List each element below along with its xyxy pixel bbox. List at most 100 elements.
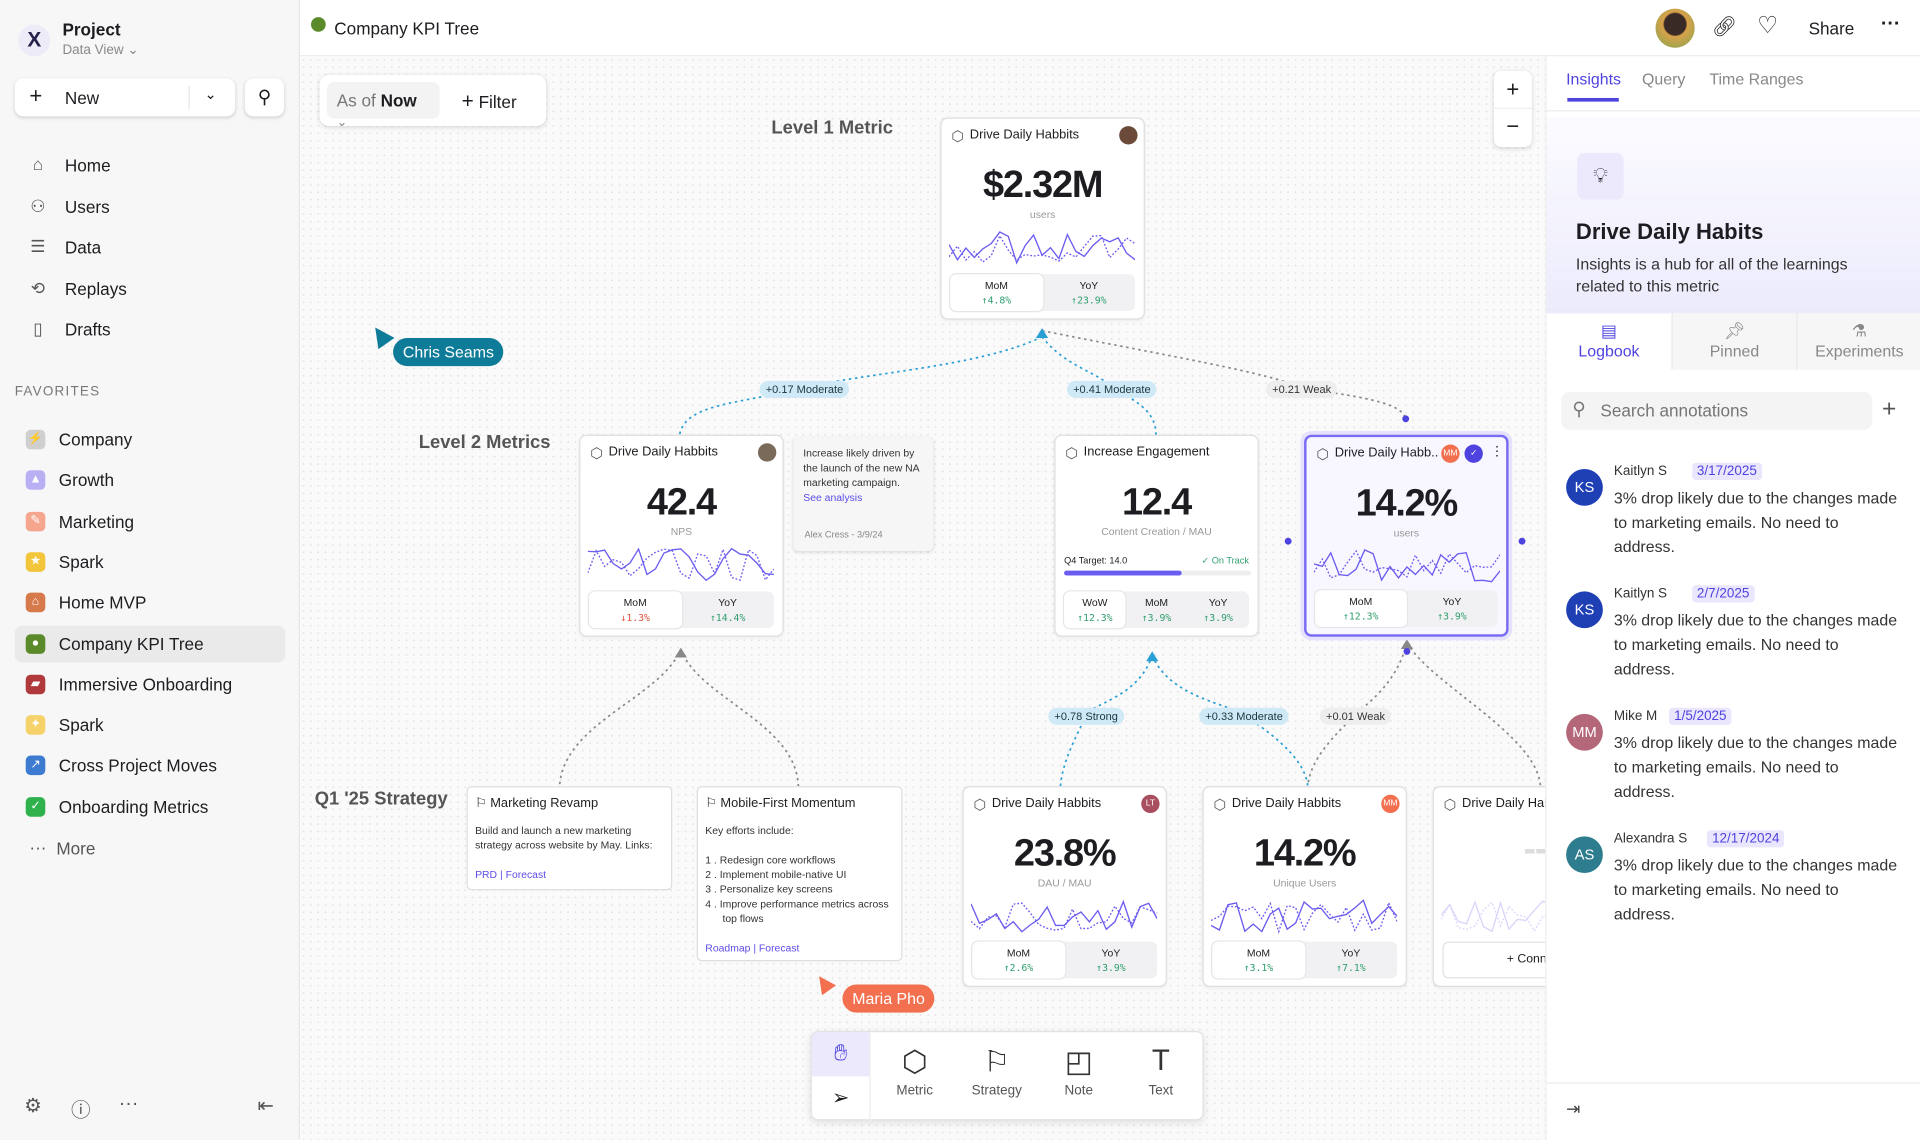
metric-value: 42.4 (646, 480, 717, 523)
owner-avatar[interactable] (757, 443, 777, 462)
card-menu-icon[interactable]: ⋮ (1490, 444, 1504, 460)
target-progress-bar (1064, 570, 1252, 576)
collapse-sidebar-icon[interactable]: ⇤ (257, 1095, 274, 1117)
annotation-date: 1/5/2025 (1669, 707, 1732, 725)
favorite-item[interactable]: ⚡ Company (15, 421, 286, 458)
data-view-selector[interactable]: Data View ⌄ (62, 42, 138, 58)
tool-strategy[interactable]: ⚐ Strategy (956, 1032, 1037, 1121)
tool-metric[interactable]: ⬡ Metric (874, 1032, 955, 1121)
subtab-pinned[interactable]: 📌︎ Pinned (1671, 313, 1797, 370)
user-avatar[interactable] (1655, 8, 1695, 48)
zoom-in-button[interactable]: + (1493, 71, 1532, 109)
stat-mom[interactable]: MoM ↑3.9% (1126, 591, 1188, 628)
project-name[interactable]: Project (62, 19, 121, 40)
owner-avatar[interactable]: MM (1441, 444, 1460, 463)
connect-button[interactable]: + Connect (1442, 941, 1546, 979)
tool-note[interactable]: ◰ Note (1038, 1032, 1119, 1121)
strategy-title: Marketing Revamp (490, 795, 599, 811)
more-options-icon[interactable]: ··· (118, 1093, 139, 1115)
owner-avatar[interactable] (1119, 126, 1138, 145)
collapse-panel-icon[interactable]: ⇥ (1566, 1098, 1581, 1118)
metric-card[interactable]: ⬡ Drive Daily Habbits 42.4 NPS MoM ↓1.3% YoY ↑1… (579, 434, 784, 637)
settings-gear-icon[interactable]: ⚙ (24, 1095, 42, 1117)
correlation-label[interactable]: +0.01 Weak (1319, 707, 1392, 725)
see-analysis-link[interactable]: See analysis (803, 491, 863, 504)
stat-yoy[interactable]: YoY ↑7.1% (1305, 942, 1397, 979)
note-card[interactable]: Increase likely driven by the launch of … (793, 437, 934, 552)
sidebar-item-replays[interactable]: ⟲ Replays (15, 271, 286, 308)
favorite-item[interactable]: ✦ Spark (15, 707, 286, 744)
favorite-item[interactable]: ● Company KPI Tree (14, 625, 286, 662)
sidebar-item-drafts[interactable]: ▯ Drafts (15, 311, 286, 348)
stat-yoy[interactable]: YoY ↑14.4% (681, 591, 773, 628)
stat-wow[interactable]: WoW ↑12.3% (1064, 591, 1126, 629)
favorite-item[interactable]: ✓ Onboarding Metrics (15, 788, 286, 825)
favorite-item[interactable]: ✎ Marketing (15, 503, 286, 540)
sidebar-item-users[interactable]: ⚇ Users (15, 189, 286, 226)
link-icon[interactable]: 🔗︎ (1711, 17, 1737, 38)
search-annotations-field[interactable]: ⚲ (1561, 391, 1873, 430)
owner-avatar[interactable]: MM (1381, 794, 1400, 814)
metric-card[interactable]: ⬡ Drive Daily Habbits $2.32M users MoM ↑4.8% Y… (940, 117, 1145, 320)
more-dots-icon: ··· (29, 837, 47, 858)
favorite-item[interactable]: ↗ Cross Project Moves (15, 747, 286, 784)
owner-avatar[interactable]: LT (1141, 794, 1160, 814)
metric-unit: NPS (670, 525, 693, 538)
stat-yoy[interactable]: YoY ↑23.9% (1043, 274, 1135, 311)
stat-mom[interactable]: MoM ↑4.8% (950, 274, 1043, 312)
tab-query[interactable]: Query (1642, 69, 1686, 89)
favorite-item[interactable]: ▰ Immersive Onboarding (15, 666, 286, 703)
as-of-selector[interactable]: As of Now ⌄ (326, 82, 440, 130)
stat-mom[interactable]: MoM ↓1.3% (588, 591, 682, 629)
tool-text[interactable]: T Text (1120, 1032, 1201, 1121)
metric-card[interactable]: ⬡ Drive Daily Habbits MM 14.2% Unique Users M… (1202, 786, 1407, 987)
more-menu-icon[interactable]: ··· (1880, 13, 1901, 35)
strategy-card[interactable]: ⚐ Marketing Revamp Build and launch a new… (466, 786, 673, 891)
correlation-label[interactable]: +0.41 Moderate (1066, 380, 1157, 398)
share-button[interactable]: Share (1808, 18, 1855, 38)
sidebar-item-home[interactable]: ⌂ Home (15, 147, 286, 184)
filter-button[interactable]: + Filter (462, 89, 517, 113)
search-button[interactable]: ⚲ (244, 78, 285, 117)
subtab-logbook[interactable]: ▤ Logbook (1546, 313, 1672, 370)
sidebar-more[interactable]: ··· More (15, 830, 286, 867)
new-button[interactable]: + New ⌄ (14, 78, 236, 117)
tab-insights[interactable]: Insights (1566, 69, 1621, 89)
heart-icon[interactable]: ♡ (1757, 13, 1779, 40)
hand-tool-icon[interactable]: ✋︎ (811, 1032, 870, 1077)
select-pointer-tool-icon[interactable]: ➢ (831, 1086, 850, 1110)
tab-time-ranges[interactable]: Time Ranges (1709, 69, 1804, 89)
strategy-card[interactable]: ⚐ Mobile-First Momentum Key efforts inclu… (696, 786, 903, 962)
stat-yoy[interactable]: YoY ↑3.9% (1065, 942, 1157, 979)
metric-card[interactable]: ⬡ Drive Daily Habbits LT 23.8% DAU / MAU MoM ↑… (962, 786, 1167, 987)
correlation-label[interactable]: +0.21 Weak (1266, 380, 1338, 398)
new-dropdown-chevron-icon[interactable]: ⌄ (204, 85, 217, 103)
stat-mom[interactable]: MoM ↑3.1% (1212, 941, 1305, 979)
help-icon[interactable]: ⓘ (71, 1100, 91, 1122)
metric-card[interactable]: ⬡ Drive Daily Habb.. MM ✓ ⋮ 14.2% users MoM ↑12.… (1304, 434, 1509, 637)
correlation-label[interactable]: +0.17 Moderate (759, 380, 850, 398)
zoom-out-button[interactable]: − (1506, 113, 1520, 139)
metric-card[interactable]: ⬡ Increase Engagement 12.4 Content Creation… (1054, 434, 1259, 637)
metric-card[interactable]: ⬡ Drive Daily Habbits -- + Connect (1432, 786, 1546, 987)
sidebar-item-data[interactable]: ☰ Data (15, 229, 286, 266)
divider (869, 1032, 871, 1122)
favorite-item[interactable]: ★ Spark (15, 544, 286, 581)
page-title[interactable]: Company KPI Tree (334, 18, 480, 38)
favorite-item[interactable]: ▲ Growth (15, 462, 286, 499)
favorite-item[interactable]: ⌂ Home MVP (15, 584, 286, 621)
link-roadmap[interactable]: Roadmap (705, 941, 751, 954)
link-prd[interactable]: PRD (475, 868, 498, 881)
stat-mom[interactable]: MoM ↑12.3% (1315, 590, 1407, 627)
link-forecast[interactable]: Forecast (758, 941, 800, 954)
add-annotation-button[interactable]: + (1882, 395, 1897, 423)
correlation-label[interactable]: +0.33 Moderate (1199, 707, 1289, 725)
stat-yoy[interactable]: YoY ↑3.9% (1406, 590, 1497, 627)
stat-yoy[interactable]: YoY ↑3.9% (1187, 591, 1249, 628)
stat-mom[interactable]: MoM ↑2.6% (972, 941, 1065, 979)
project-logo[interactable]: X (18, 24, 51, 57)
search-annotations-input[interactable] (1600, 397, 1858, 423)
correlation-label[interactable]: +0.78 Strong (1048, 707, 1124, 725)
link-forecast[interactable]: Forecast (505, 868, 547, 881)
subtab-experiments[interactable]: ⚗ Experiments (1796, 313, 1920, 370)
